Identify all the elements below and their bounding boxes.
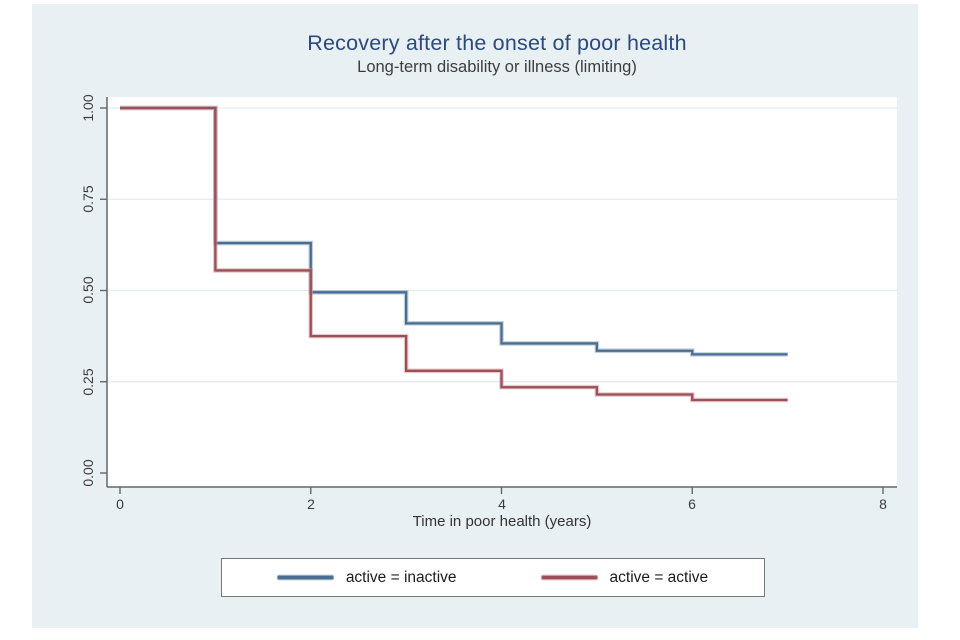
legend-label: active = active xyxy=(609,568,709,586)
y-tick-label-1.00: 1.00 xyxy=(80,94,96,122)
chart-subtitle: Long-term disability or illness (limitin… xyxy=(357,58,637,76)
legend: active = inactive active = active xyxy=(221,558,765,597)
legend-entry-inactive: active = inactive xyxy=(277,568,457,587)
y-tick-label-0.00: 0.00 xyxy=(80,459,96,487)
y-tick-label-0.50: 0.50 xyxy=(80,276,96,304)
x-tick-label-0: 0 xyxy=(116,496,124,512)
x-axis-title: Time in poor health (years) xyxy=(412,513,592,530)
x-tick-label-6: 6 xyxy=(688,496,696,512)
legend-label: active = inactive xyxy=(345,568,457,586)
x-tick-label-8: 8 xyxy=(879,496,887,512)
y-tick-label-0.25: 0.25 xyxy=(80,368,96,396)
legend-line-sample xyxy=(541,576,597,579)
x-tick-label-2: 2 xyxy=(307,496,315,512)
legend-line-sample xyxy=(277,576,333,579)
legend-entry-active: active = active xyxy=(541,568,709,587)
y-tick-label-0.75: 0.75 xyxy=(80,185,96,213)
chart-title: Recovery after the onset of poor health xyxy=(307,31,687,55)
x-tick-label-4: 4 xyxy=(498,496,506,512)
